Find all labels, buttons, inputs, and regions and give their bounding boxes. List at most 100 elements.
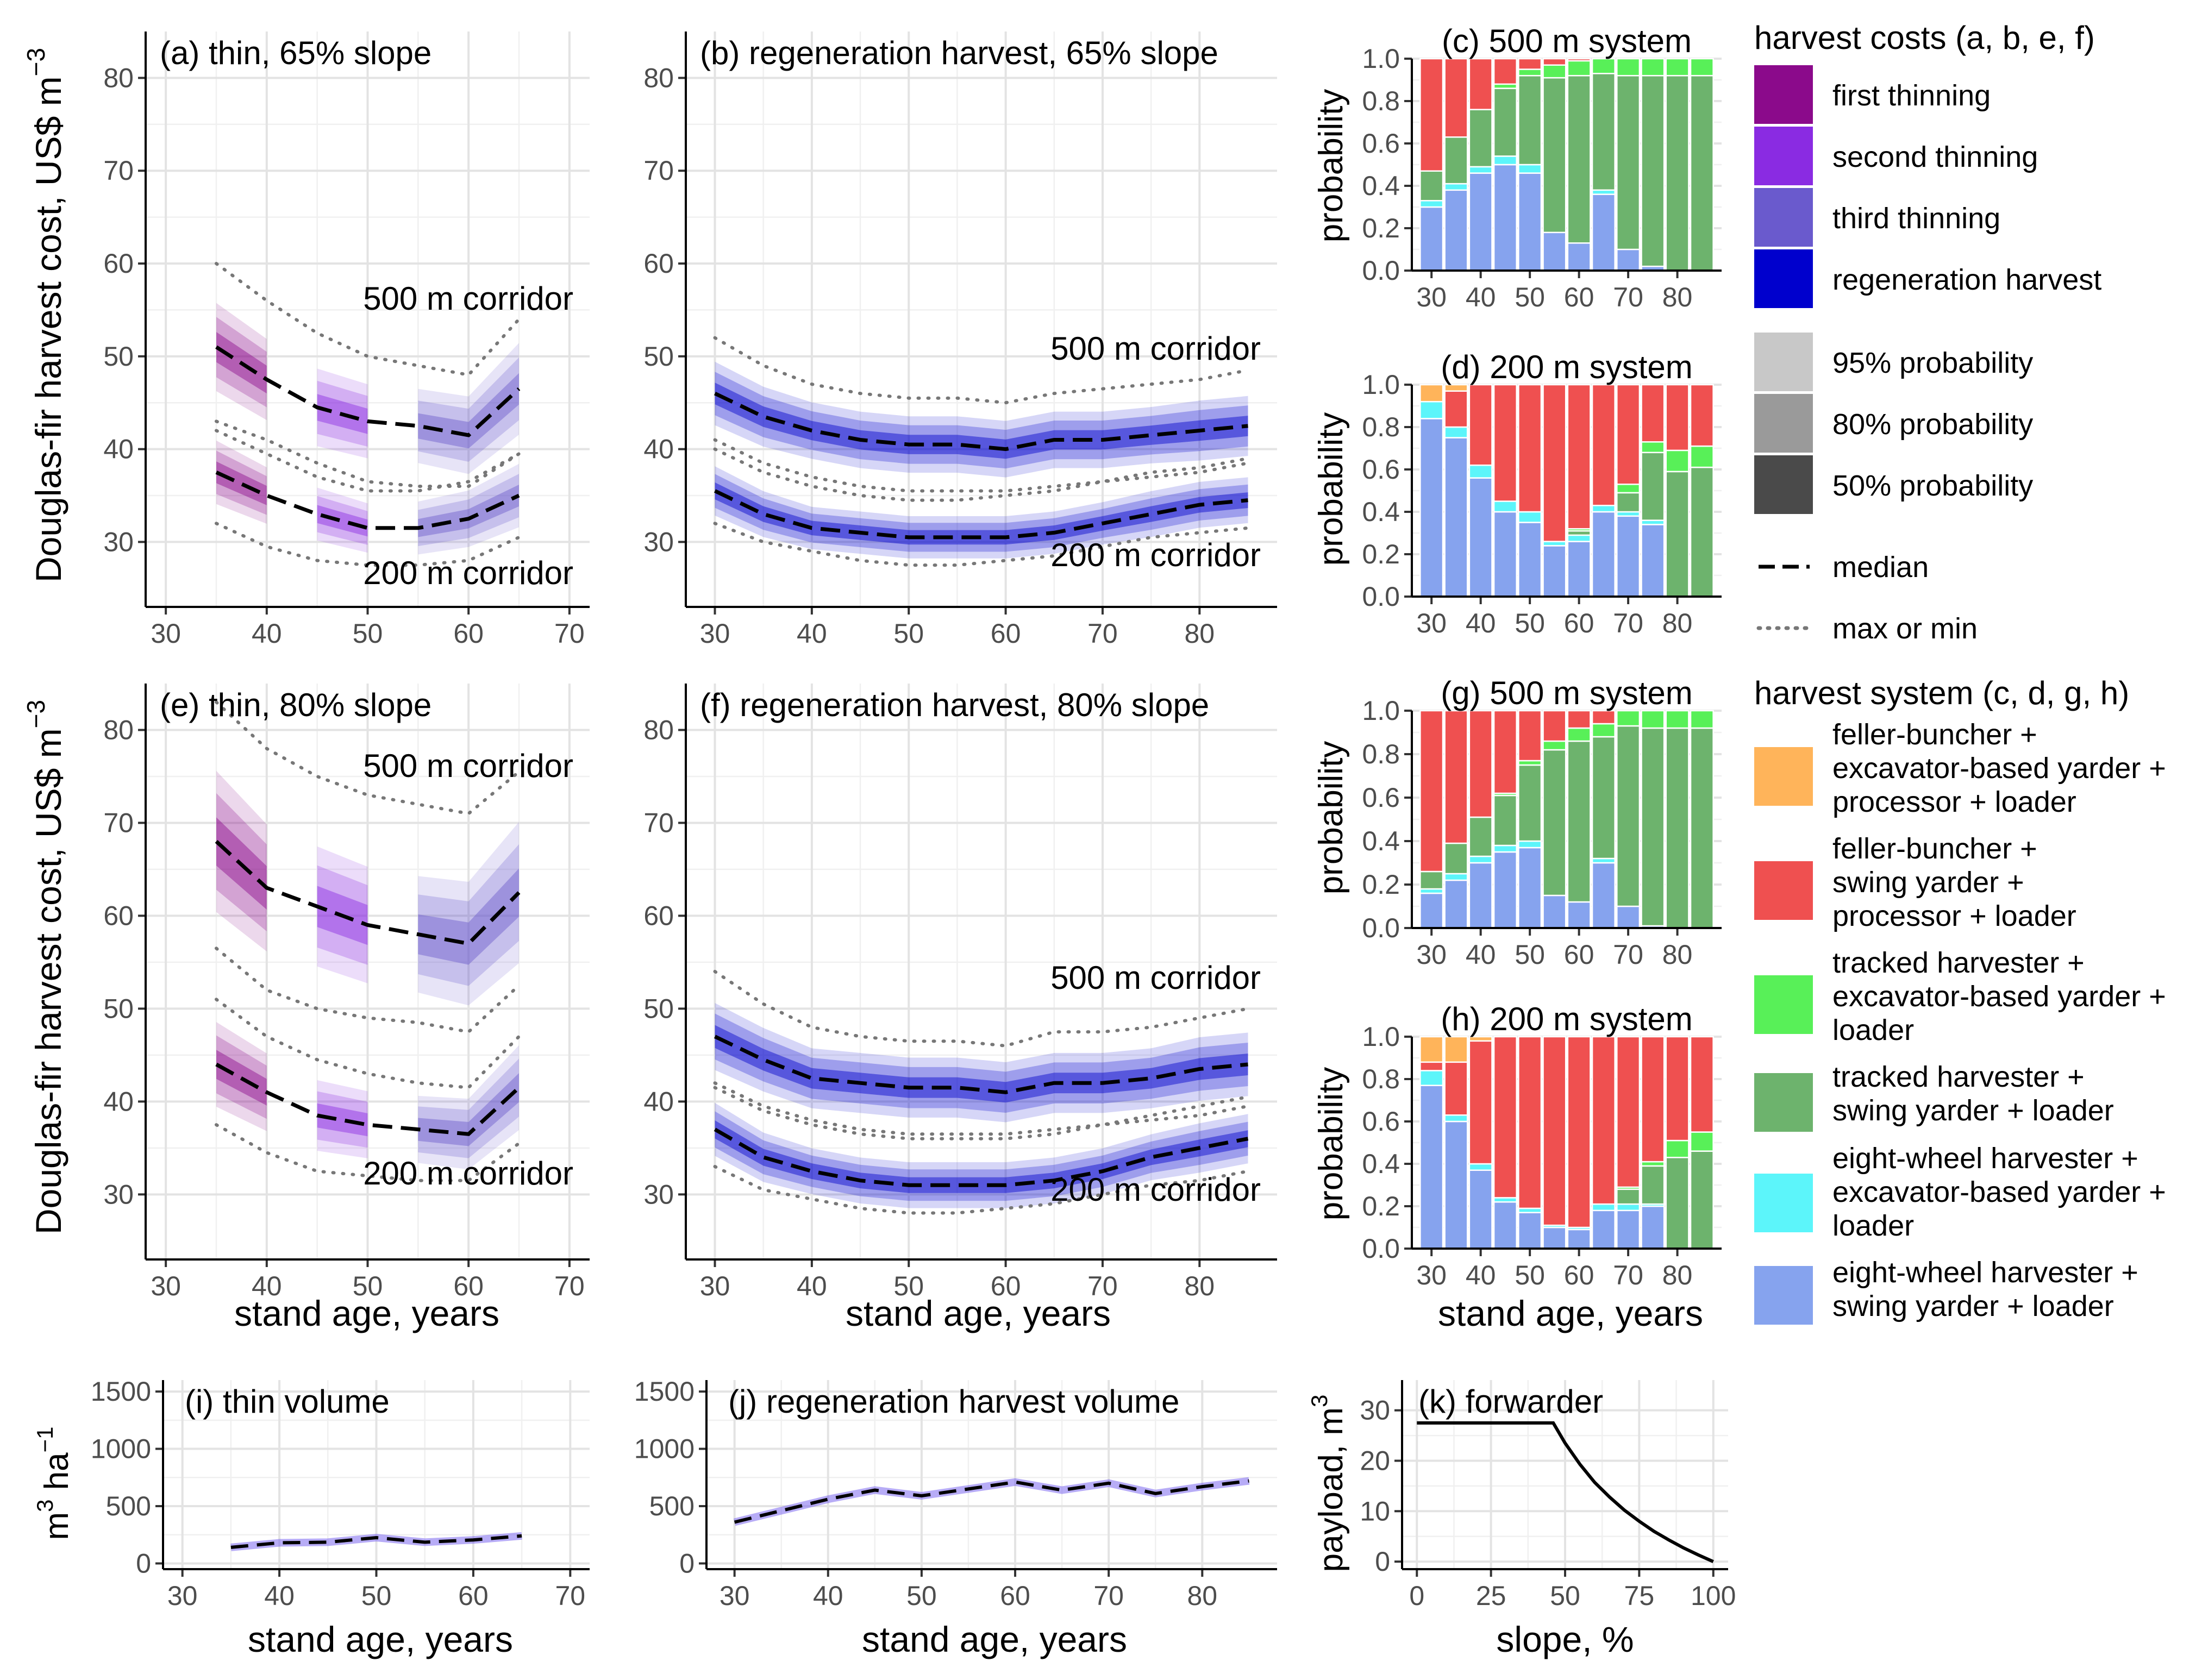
legend-first-thinning-label: first thinning: [1832, 79, 1991, 112]
max-line: [713, 970, 1250, 1048]
bar-segment: [1665, 384, 1690, 452]
y-tick-label: 50: [643, 341, 674, 372]
y-tick-label: 0.4: [1362, 171, 1400, 201]
y-tick-label: 0: [679, 1548, 695, 1578]
bar-segment: [1591, 73, 1616, 191]
min-line: [713, 438, 1250, 493]
legend-systems: harvest system (c, d, g, h) feller-bunch…: [1754, 675, 2166, 1325]
xlabel-j: stand age, years: [862, 1619, 1127, 1659]
max-line: [215, 700, 521, 816]
bar-segment: [1444, 384, 1468, 392]
bar-segment: [1493, 844, 1517, 853]
y-tick-label: 20: [1360, 1445, 1390, 1476]
y-tick-label: 1.0: [1362, 1021, 1400, 1052]
payload-ylabel: payload, m3: [1306, 1395, 1350, 1572]
max-line: [215, 998, 521, 1089]
band-95-second-thinning: [317, 1080, 368, 1158]
gridlines-k: [1402, 1380, 1728, 1569]
y-tick-label: 80: [103, 62, 134, 93]
bar-segment: [1616, 515, 1641, 598]
bar-segment: [1419, 418, 1444, 598]
bar-segment: [1468, 166, 1493, 174]
y-tick-label: 40: [103, 434, 134, 465]
bar-segment: [1468, 710, 1493, 818]
cost-ylabel-top: Douglas-fir harvest cost, US$ m−3: [22, 48, 68, 582]
corridor-200-label: 200 m corridor: [1050, 1171, 1261, 1208]
band-95-regeneration-harvest: [715, 361, 1248, 478]
median-line: [215, 840, 521, 946]
bar-segment: [1444, 58, 1468, 138]
y-tick-label: 0.6: [1362, 454, 1400, 485]
bar-segment: [1591, 1036, 1616, 1205]
xlabel-h: stand age, years: [1438, 1293, 1703, 1333]
bar-segment: [1444, 136, 1468, 185]
prob-ylabel-c: probability: [1312, 89, 1350, 243]
bar-segment: [1690, 1150, 1714, 1250]
bar-segment: [1493, 500, 1517, 513]
bar-segment: [1641, 452, 1665, 521]
x-tick-label: 30: [151, 1271, 181, 1301]
bar-segment: [1690, 1131, 1714, 1152]
bar-segment: [1444, 842, 1468, 875]
bar-segment: [1518, 172, 1542, 272]
x-tick-label: 25: [1476, 1581, 1506, 1611]
bar-segment: [1641, 384, 1665, 443]
bar-segment: [1493, 87, 1517, 157]
x-tick-label: 80: [1662, 282, 1693, 312]
x-tick-label: 80: [1662, 939, 1693, 970]
band-95-third-thinning: [418, 343, 519, 474]
panel-title-g: (g) 500 m system: [1441, 675, 1692, 711]
bar-segment: [1419, 170, 1444, 202]
x-tick-label: 50: [1515, 282, 1545, 312]
x-tick-label: 50: [893, 1271, 924, 1301]
y-tick-label: 1500: [634, 1376, 695, 1407]
bar-segment: [1567, 541, 1591, 598]
bar-segment: [1591, 58, 1616, 74]
x-tick-label: 60: [453, 618, 484, 649]
bar-segment: [1518, 164, 1542, 174]
y-tick-label: 30: [103, 1179, 134, 1209]
bar-segment: [1468, 464, 1493, 479]
bar-segment: [1591, 1203, 1616, 1212]
bars-g: [1419, 710, 1714, 929]
series-200m-f: [713, 1086, 1250, 1215]
y-tick-label: 70: [643, 807, 674, 838]
band-80-third-thinning: [418, 844, 519, 986]
legend-fb-exc-key: [1754, 747, 1813, 806]
bar-segment: [1616, 384, 1641, 485]
y-tick-label: 0.0: [1362, 1233, 1400, 1264]
panel-i: 30 40 50 60 70 0 500 1000 1500 (i) thin volume: [91, 1376, 590, 1611]
median-line: [230, 1534, 522, 1549]
y-tick-label: 80: [643, 62, 674, 93]
x-tick-label: 100: [1691, 1581, 1736, 1611]
bars-c: [1419, 58, 1714, 272]
x-tick-label: 80: [1662, 608, 1693, 638]
y-tick-label: 30: [1360, 1395, 1390, 1426]
median-line: [215, 471, 520, 530]
gridlines-a: [146, 32, 590, 607]
legend-maxmin-label: max or min: [1832, 612, 1978, 645]
max-line: [713, 336, 1250, 405]
band-95-first-thinning: [216, 770, 267, 952]
y-tick-label: 1.0: [1362, 43, 1400, 74]
bar-segment: [1444, 873, 1468, 881]
y-tick-label: 80: [643, 714, 674, 745]
median-line: [714, 1127, 1249, 1187]
bar-segment: [1542, 77, 1567, 234]
y-tick-label: 500: [649, 1491, 695, 1521]
band-80-first-thinning: [216, 1035, 267, 1119]
panel-g: 30 40 50 60 70 80 0.0 0.2 0.4 0.6 0.8 1.0 (g) 500 m …: [1362, 675, 1722, 970]
y-tick-label: 0.8: [1362, 86, 1400, 116]
band-95-regeneration-harvest: [715, 1102, 1248, 1208]
bar-segment: [1419, 892, 1444, 929]
max-line: [713, 1086, 1250, 1140]
corridor-500-label: 500 m corridor: [363, 280, 573, 317]
xlabel-f: stand age, years: [846, 1293, 1111, 1333]
bar-segment: [1444, 1114, 1468, 1123]
y-tick-label: 30: [103, 526, 134, 557]
bar-segment: [1591, 193, 1616, 272]
corridor-500-label: 500 m corridor: [1050, 960, 1261, 996]
bar-segment: [1665, 1139, 1690, 1158]
corridor-500-label: 500 m corridor: [1050, 330, 1261, 367]
band-50-third-thinning: [418, 1073, 519, 1146]
